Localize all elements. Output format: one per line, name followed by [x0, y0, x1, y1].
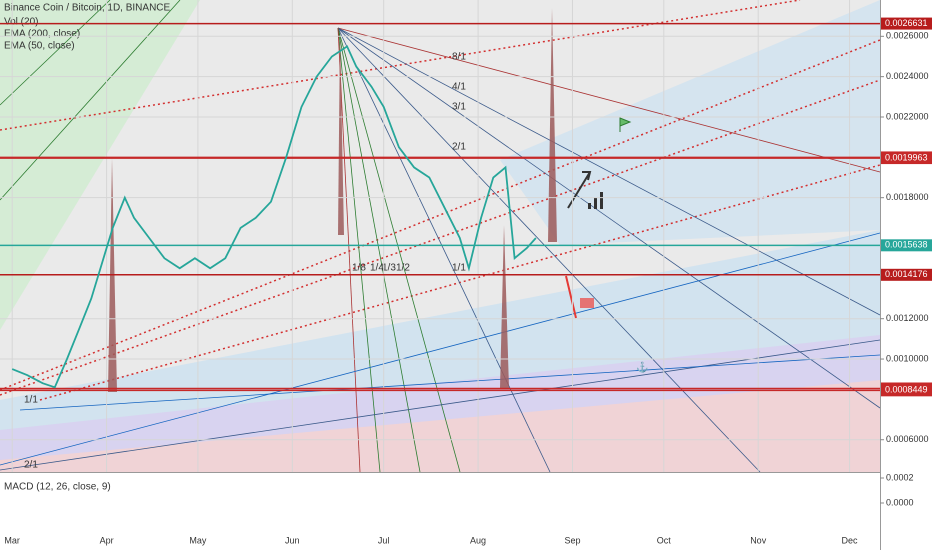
fan-zone	[0, 380, 880, 472]
price-tag-label: 0.0008449	[885, 385, 928, 395]
anchor-icon: ⚓	[636, 361, 648, 374]
fan-label: 4/1	[452, 82, 466, 93]
y-tick-label: 0.0026000	[886, 31, 929, 41]
x-tick-label: Sep	[564, 535, 580, 545]
icon	[594, 198, 597, 209]
fan-label: 8/1	[452, 52, 466, 63]
fan-label: 1/1	[24, 395, 38, 406]
x-tick-label: Nov	[750, 535, 767, 545]
fan-label: 1/8	[352, 263, 366, 274]
axis-line	[880, 0, 881, 550]
fan-label: 1/3	[382, 263, 396, 274]
indicator: EMA (200, close)	[4, 29, 80, 40]
thumb-down-icon	[580, 298, 594, 308]
fan-label: 2/1	[452, 142, 466, 153]
pane-divider	[0, 472, 880, 473]
arrow-up-icon	[567, 171, 592, 209]
icon	[600, 192, 603, 209]
x-tick-label: Apr	[100, 535, 114, 545]
fan-label: 1/1	[452, 263, 466, 274]
price-tag	[881, 17, 932, 30]
macd-title: MACD (12, 26, close, 9)	[4, 482, 111, 493]
y-tick-label: 0.0018000	[886, 192, 929, 202]
y-tick-label: 0.0006000	[886, 434, 929, 444]
chart-title: Binance Coin / Bitcoin, 1D, BINANCE	[4, 3, 171, 14]
price-tag	[881, 384, 932, 397]
x-tick-label: Mar	[4, 535, 20, 545]
x-tick-label: May	[189, 535, 207, 545]
price-tag-label: 0.0015638	[885, 240, 928, 250]
x-tick-label: Aug	[470, 535, 486, 545]
fan-label: 1/2	[396, 263, 410, 274]
trend-lines	[0, 0, 881, 401]
x-tick-label: Oct	[657, 535, 672, 545]
icon	[588, 203, 591, 209]
price-tag	[881, 239, 932, 252]
fan-zone	[0, 0, 200, 330]
x-tick-label: Dec	[842, 535, 859, 545]
y-tick-label: 0.0024000	[886, 71, 929, 81]
y-tick-label: 0.0022000	[886, 111, 929, 121]
indicator: EMA (50, close)	[4, 41, 75, 52]
fan-labels: 8/1 4/1 3/1 2/1 1/1 1/8 1/4 1/3 1/2 2/1 …	[24, 52, 466, 471]
flag-icon	[619, 117, 632, 132]
arrow-down-icon	[565, 275, 577, 319]
fan-label: 3/1	[452, 102, 466, 113]
fan-lines	[0, 0, 881, 473]
y-tick-label: 0.0010000	[886, 353, 929, 363]
y-tick-label: 0.0012000	[886, 313, 929, 323]
x-tick-label: Jul	[378, 535, 390, 545]
fan-label: 2/1	[24, 460, 38, 471]
fan-zone	[500, 0, 880, 245]
fan-label: 1/4	[370, 263, 384, 274]
macd-tick-label: 0.0002	[886, 472, 914, 482]
price-tag	[881, 152, 932, 165]
price-tag-label: 0.0019963	[885, 152, 928, 162]
price-tag	[881, 268, 932, 281]
macd-tick-label: 0.0000	[886, 497, 914, 507]
price-line	[11, 45, 537, 389]
price-tag-label: 0.0014176	[885, 269, 928, 279]
x-tick-label: Jun	[285, 535, 300, 545]
price-tag-label: 0.0026631	[885, 18, 928, 28]
indicator: Vol (20)	[4, 17, 38, 28]
